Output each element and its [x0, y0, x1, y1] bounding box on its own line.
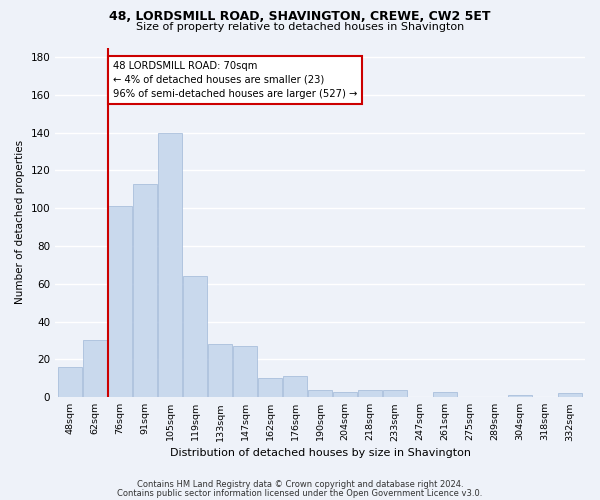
Bar [158, 132, 182, 397]
Bar [358, 390, 382, 397]
Bar [58, 367, 82, 397]
Bar [83, 340, 107, 397]
Bar [508, 396, 532, 397]
Text: 48, LORDSMILL ROAD, SHAVINGTON, CREWE, CW2 5ET: 48, LORDSMILL ROAD, SHAVINGTON, CREWE, C… [109, 10, 491, 23]
Bar [433, 392, 457, 397]
Text: Contains HM Land Registry data © Crown copyright and database right 2024.: Contains HM Land Registry data © Crown c… [137, 480, 463, 489]
Bar [283, 376, 307, 397]
Y-axis label: Number of detached properties: Number of detached properties [15, 140, 25, 304]
Bar [183, 276, 207, 397]
X-axis label: Distribution of detached houses by size in Shavington: Distribution of detached houses by size … [170, 448, 470, 458]
Bar [233, 346, 257, 397]
Text: Size of property relative to detached houses in Shavington: Size of property relative to detached ho… [136, 22, 464, 32]
Bar [133, 184, 157, 397]
Bar [308, 390, 332, 397]
Text: 48 LORDSMILL ROAD: 70sqm
← 4% of detached houses are smaller (23)
96% of semi-de: 48 LORDSMILL ROAD: 70sqm ← 4% of detache… [113, 60, 357, 98]
Bar [258, 378, 282, 397]
Bar [383, 390, 407, 397]
Bar [558, 394, 582, 397]
Bar [333, 392, 357, 397]
Bar [208, 344, 232, 397]
Bar [108, 206, 132, 397]
Text: Contains public sector information licensed under the Open Government Licence v3: Contains public sector information licen… [118, 488, 482, 498]
